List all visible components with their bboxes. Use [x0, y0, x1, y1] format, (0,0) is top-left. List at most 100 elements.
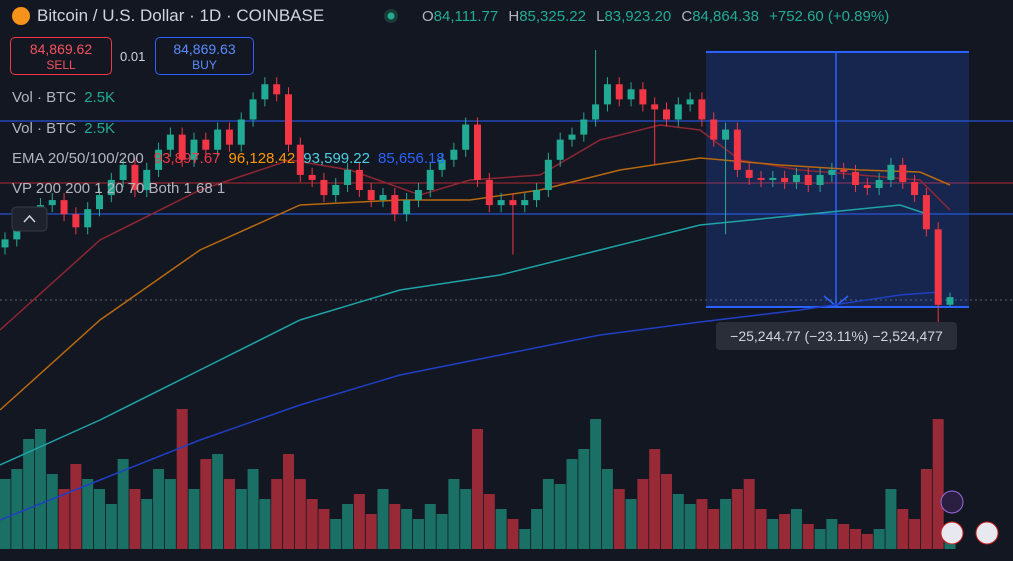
candle-body [96, 195, 103, 210]
candle-body [438, 159, 446, 170]
volume-bar [661, 474, 672, 549]
volume-bar [507, 519, 519, 549]
sell-button[interactable]: 84,869.62 SELL [10, 37, 112, 75]
volume-bar [58, 489, 70, 549]
volume-bar [590, 419, 602, 549]
candle-body [403, 200, 411, 215]
indicator-value: 93,897.67 [153, 150, 221, 167]
volume-bar [909, 519, 921, 549]
candle-body [1, 239, 9, 248]
candle-body [698, 99, 706, 120]
volume-bar [94, 489, 105, 549]
volume-bar [885, 489, 897, 549]
measure-box [706, 52, 969, 307]
candle-body [580, 119, 588, 135]
volume-bar [46, 474, 58, 549]
candle-body [344, 169, 352, 185]
candle-body [60, 200, 68, 215]
indicator-name: EMA 20/50/100/200 [12, 150, 144, 167]
candle-body [261, 84, 269, 100]
volume-bar [932, 419, 944, 549]
candle-body [155, 149, 163, 170]
candle-body [544, 159, 552, 191]
candle-body [509, 200, 517, 206]
candle-body [674, 104, 682, 120]
volume-bar [11, 469, 23, 549]
flag-icon[interactable] [975, 521, 999, 545]
volume-bar [802, 524, 814, 549]
volume-bar [790, 509, 802, 549]
candle-body [249, 99, 257, 120]
candle-body [296, 144, 304, 175]
candle-body [107, 179, 115, 196]
volume-bar [424, 504, 436, 549]
candle-body [781, 177, 789, 182]
volume-pane [0, 409, 956, 549]
candle-body [497, 200, 505, 206]
candle-body [367, 190, 375, 201]
indicator-row: Vol · BTC 2.5K [12, 120, 115, 137]
volume-bar [283, 454, 294, 549]
flag-icon[interactable] [940, 521, 964, 545]
candle-body [391, 195, 399, 215]
ohlc-label: O [422, 8, 434, 25]
candle-body [828, 169, 836, 175]
candle-body [722, 129, 730, 140]
candle-body [485, 179, 493, 206]
volume-bar [601, 469, 613, 549]
candle-body [178, 134, 186, 160]
volume-bar [212, 454, 224, 549]
volume-bar [0, 479, 11, 549]
volume-bar [141, 499, 153, 549]
candle-body [769, 177, 777, 180]
volume-bar [436, 514, 448, 549]
volume-bar [873, 529, 885, 549]
candle-body [911, 181, 919, 196]
candle-body [592, 104, 600, 120]
ema-100 [0, 204, 931, 466]
candle-body [852, 171, 859, 185]
indicator-row: EMA 20/50/100/200 93,897.67 96,128.42 93,59… [12, 150, 445, 167]
candle-body [887, 164, 895, 180]
volume-bar [519, 529, 531, 549]
assistant-icon[interactable] [940, 490, 964, 514]
candle-body [414, 190, 422, 201]
collapse-button[interactable] [11, 206, 48, 232]
volume-bar [720, 499, 732, 549]
volume-bar [164, 479, 176, 549]
volume-bar [850, 529, 861, 549]
volume-bar [826, 519, 838, 549]
candle-body [131, 164, 139, 191]
candle-body [840, 169, 848, 172]
candle-body [651, 104, 659, 110]
volume-bar [117, 459, 129, 549]
ohlc-label: H [508, 8, 520, 25]
candle-body [379, 195, 387, 201]
volume-bar [223, 479, 235, 549]
volume-bar [708, 509, 720, 549]
volume-bar [200, 459, 212, 549]
candle-body [214, 129, 222, 150]
volume-bar [82, 479, 94, 549]
volume-bar [448, 479, 460, 549]
volume-bar [365, 514, 377, 549]
ema-200 [0, 291, 941, 521]
candle-body [273, 84, 281, 95]
candle-body [84, 209, 92, 228]
candle-body [119, 164, 127, 180]
candle-body [686, 99, 694, 105]
candle-body [710, 119, 718, 140]
candle-body [875, 179, 883, 189]
buy-label: BUY [192, 58, 217, 72]
buy-price: 84,869.63 [173, 41, 236, 57]
candle-body [332, 184, 340, 196]
candle-body [922, 195, 930, 230]
candle-body [603, 84, 611, 105]
sell-price: 84,869.62 [29, 41, 93, 57]
volume-bar [176, 409, 188, 549]
candle-body [48, 200, 56, 206]
candle-body [462, 124, 470, 150]
ohlc-value: 84,864.38 [692, 8, 759, 25]
volume-bar [578, 449, 590, 549]
buy-button[interactable]: 84,869.63 BUY [155, 37, 254, 75]
